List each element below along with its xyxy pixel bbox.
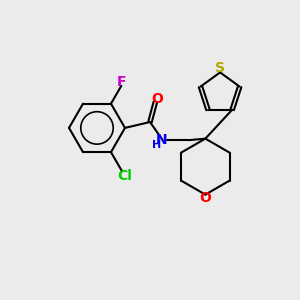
- Text: H: H: [152, 140, 161, 150]
- Text: S: S: [215, 61, 225, 75]
- Text: O: O: [200, 191, 211, 206]
- Text: F: F: [116, 75, 126, 89]
- Text: N: N: [155, 133, 167, 146]
- Text: Cl: Cl: [118, 169, 132, 183]
- Text: O: O: [151, 92, 163, 106]
